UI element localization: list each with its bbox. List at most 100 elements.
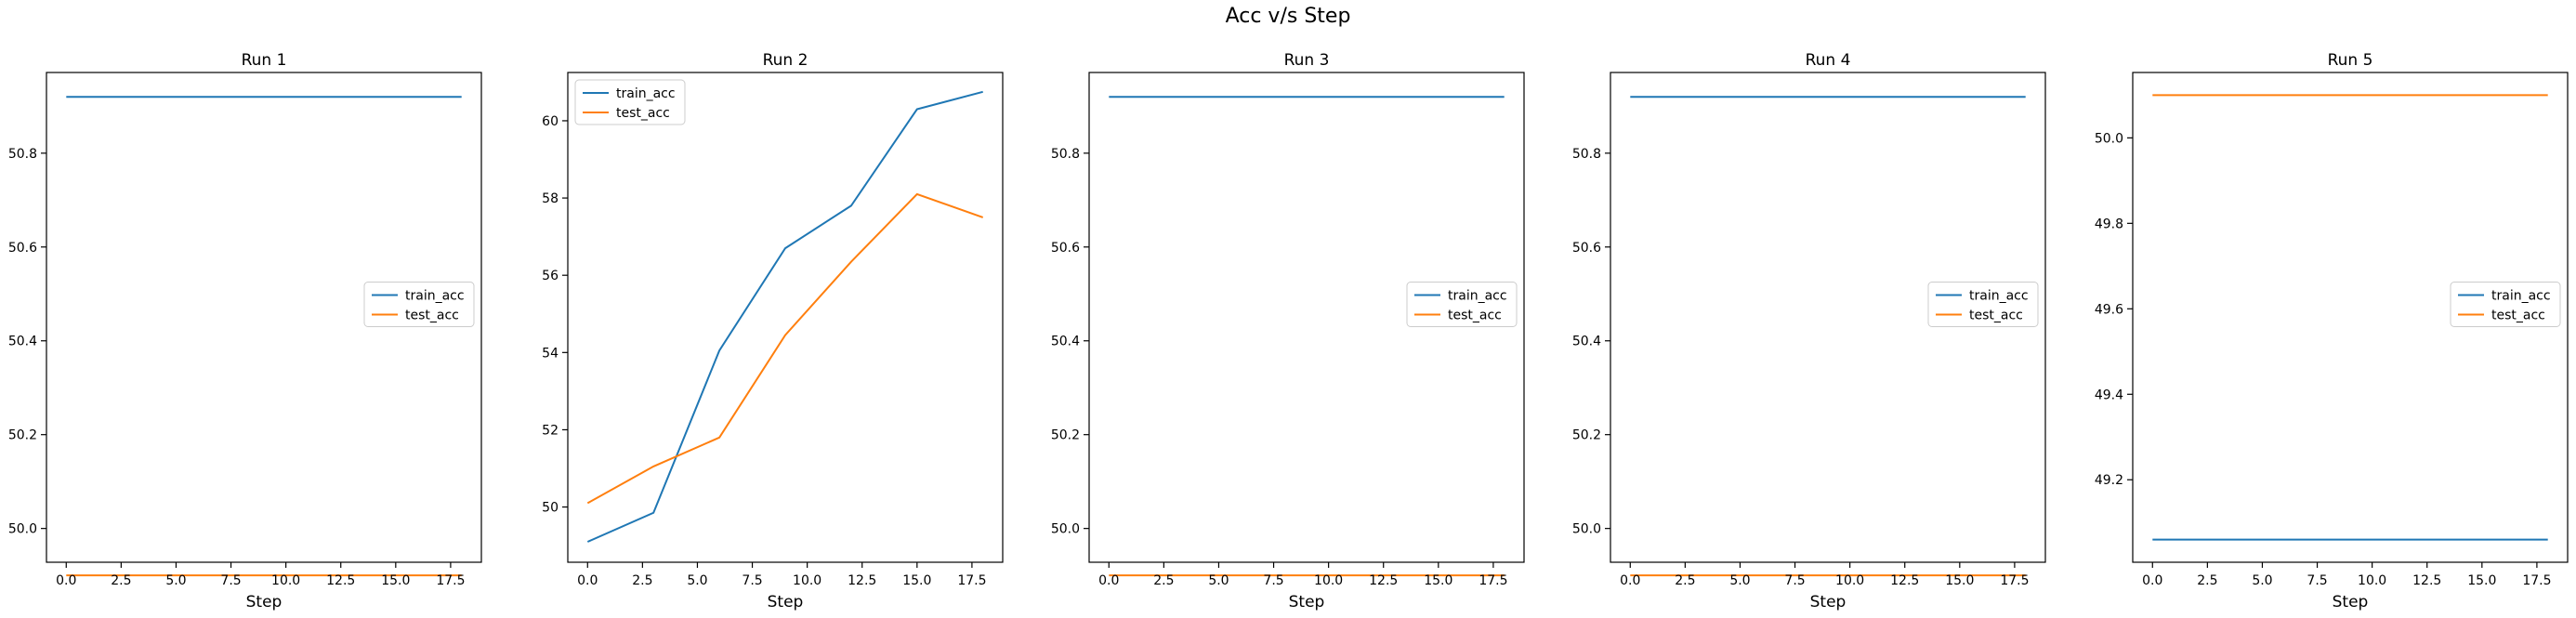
x-tick-label: 5.0 [1729,573,1750,588]
axes-frame [1088,72,1525,563]
x-axis-label: Step [1810,593,1847,611]
x-tick-label: 10.0 [1835,573,1864,588]
x-tick-label: 5.0 [165,573,186,588]
subplot-title: Run 3 [1284,51,1330,70]
y-tick-label: 49.2 [2095,473,2123,488]
subplot-run-1: Run 1 0.0 2.5 5.0 7.5 10.0 12.5 15.0 17.5 50.0 50.… [8,51,482,611]
x-tick-label: 7.5 [220,573,241,588]
legend-label-train-acc: train_acc [405,289,465,304]
y-tick-label: 50.4 [1051,335,1080,349]
axes-frame [2132,72,2569,563]
y-tick-label: 50.2 [1572,428,1601,443]
y-tick-label: 50.8 [1051,147,1080,162]
series-line-test-acc [586,192,984,505]
x-tick-label: 2.5 [111,573,131,588]
legend: train_acc test_acc [1406,282,1518,327]
x-tick-label: 7.5 [742,573,762,588]
axes-frame [46,72,482,563]
x-axis-label: Step [768,593,804,611]
legend: train_acc test_acc [1927,282,2039,327]
x-tick-label: 7.5 [1784,573,1805,588]
x-tick-label: 0.0 [1098,573,1119,588]
x-tick-label: 2.5 [1675,573,1695,588]
y-tick-label: 50.6 [1051,241,1080,256]
axes-frame [1610,72,2046,563]
y-tick-label: 50.0 [8,522,37,537]
y-tick-label: 49.6 [2095,302,2123,317]
x-tick-label: 17.5 [436,573,465,588]
x-tick-label: 17.5 [2000,573,2029,588]
y-tick-label: 49.4 [2095,388,2123,402]
y-tick-label: 54 [542,346,559,361]
y-tick-label: 50 [542,501,559,516]
x-tick-label: 10.0 [2358,573,2386,588]
x-tick-label: 5.0 [1208,573,1229,588]
x-tick-label: 12.5 [2412,573,2441,588]
x-tick-label: 17.5 [2522,573,2551,588]
y-tick-label: 50.6 [8,241,37,256]
legend-label-train-acc: train_acc [1448,289,1507,304]
legend: train_acc test_acc [363,282,475,327]
subplot-title: Run 1 [242,51,287,70]
x-tick-label: 5.0 [687,573,707,588]
legend-label-test-acc: test_acc [1448,309,1502,323]
y-tick-label: 50.6 [1572,241,1601,256]
legend-label-test-acc: test_acc [2491,309,2545,323]
y-tick-label: 56 [542,269,559,283]
x-tick-label: 10.0 [1314,573,1343,588]
x-axis-label: Step [1289,593,1325,611]
x-tick-label: 15.0 [1945,573,1974,588]
y-tick-label: 50.8 [8,147,37,162]
x-tick-label: 15.0 [2467,573,2496,588]
x-tick-label: 10.0 [271,573,300,588]
y-tick-label: 52 [542,423,559,438]
x-tick-label: 12.5 [326,573,355,588]
x-tick-label: 15.0 [902,573,931,588]
series-line-train-acc [586,90,983,543]
legend-label-train-acc: train_acc [616,86,676,101]
legend-label-test-acc: test_acc [616,106,670,121]
legend-label-train-acc: train_acc [2491,289,2551,304]
y-tick-label: 50.0 [2095,131,2123,146]
x-tick-label: 2.5 [1153,573,1174,588]
x-tick-label: 5.0 [2252,573,2272,588]
y-tick-label: 50.4 [1572,335,1601,349]
subplot-run-2: Run 2 0.0 2.5 5.0 7.5 10.0 12.5 15.0 17.5 50 52 54 5… [542,51,1004,611]
legend-label-train-acc: train_acc [1969,289,2029,304]
x-tick-label: 7.5 [2307,573,2327,588]
y-tick-label: 58 [542,191,559,206]
subplot-title: Run 4 [1806,51,1851,70]
legend-label-test-acc: test_acc [405,309,459,323]
x-tick-label: 0.0 [2142,573,2162,588]
x-tick-label: 0.0 [56,573,76,588]
x-tick-label: 15.0 [1424,573,1452,588]
x-tick-label: 2.5 [632,573,652,588]
x-tick-label: 2.5 [2197,573,2217,588]
legend-label-test-acc: test_acc [1969,309,2023,323]
legend: train_acc test_acc [2450,282,2561,327]
x-axis-label: Step [246,593,283,611]
y-tick-label: 50.2 [8,428,37,443]
figure-title: Acc v/s Step [1225,5,1351,28]
x-tick-label: 7.5 [1263,573,1283,588]
y-tick-label: 50.0 [1572,522,1601,537]
x-tick-label: 17.5 [957,573,986,588]
subplot-title: Run 2 [763,51,808,70]
x-tick-label: 12.5 [1369,573,1398,588]
y-tick-label: 50.0 [1051,522,1080,537]
y-tick-label: 50.2 [1051,428,1080,443]
y-tick-label: 50.4 [8,335,37,349]
subplot-run-5: Run 5 0.0 2.5 5.0 7.5 10.0 12.5 15.0 17.5 49.2 49.… [2095,51,2569,611]
x-tick-label: 12.5 [1890,573,1919,588]
y-tick-label: 50.8 [1572,147,1601,162]
subplot-run-3: Run 3 0.0 2.5 5.0 7.5 10.0 12.5 15.0 17.5 50.0 50.… [1051,51,1525,611]
x-axis-label: Step [2333,593,2369,611]
x-tick-label: 12.5 [848,573,876,588]
x-tick-label: 17.5 [1479,573,1507,588]
legend: train_acc test_acc [574,79,686,125]
x-tick-label: 0.0 [577,573,598,588]
y-tick-label: 60 [542,114,559,129]
subplot-title: Run 5 [2328,51,2373,70]
subplot-run-4: Run 4 0.0 2.5 5.0 7.5 10.0 12.5 15.0 17.5 50.0 50.… [1572,51,2046,611]
